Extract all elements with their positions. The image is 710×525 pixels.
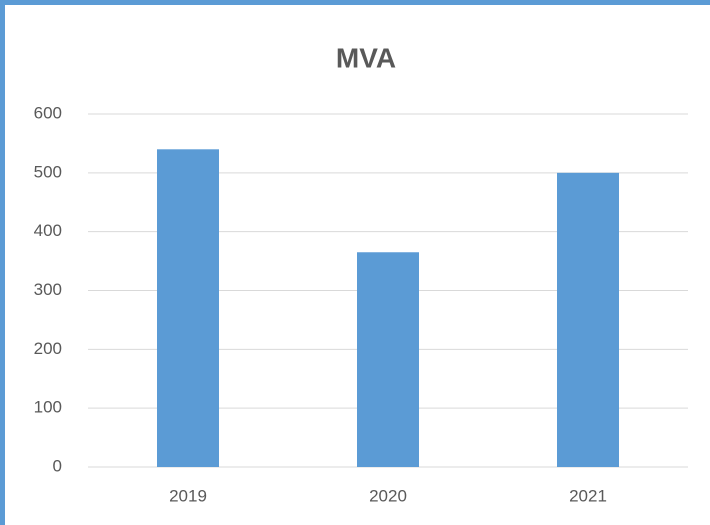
bar [157,149,219,468]
y-tick-label: 200 [34,339,62,358]
x-tick-label: 2019 [169,486,207,505]
chart-title: MVA [336,42,396,73]
border-left [0,0,5,525]
y-tick-label: 400 [34,221,62,240]
y-tick-label: 300 [34,280,62,299]
bar [357,252,419,467]
y-tick-label: 600 [34,103,62,122]
border-top [0,0,710,5]
y-tick-label: 500 [34,162,62,181]
x-tick-label: 2021 [569,486,607,505]
y-tick-label: 0 [53,456,62,475]
y-tick-label: 100 [34,398,62,417]
bar [557,172,619,468]
x-tick-label: 2020 [369,486,407,505]
